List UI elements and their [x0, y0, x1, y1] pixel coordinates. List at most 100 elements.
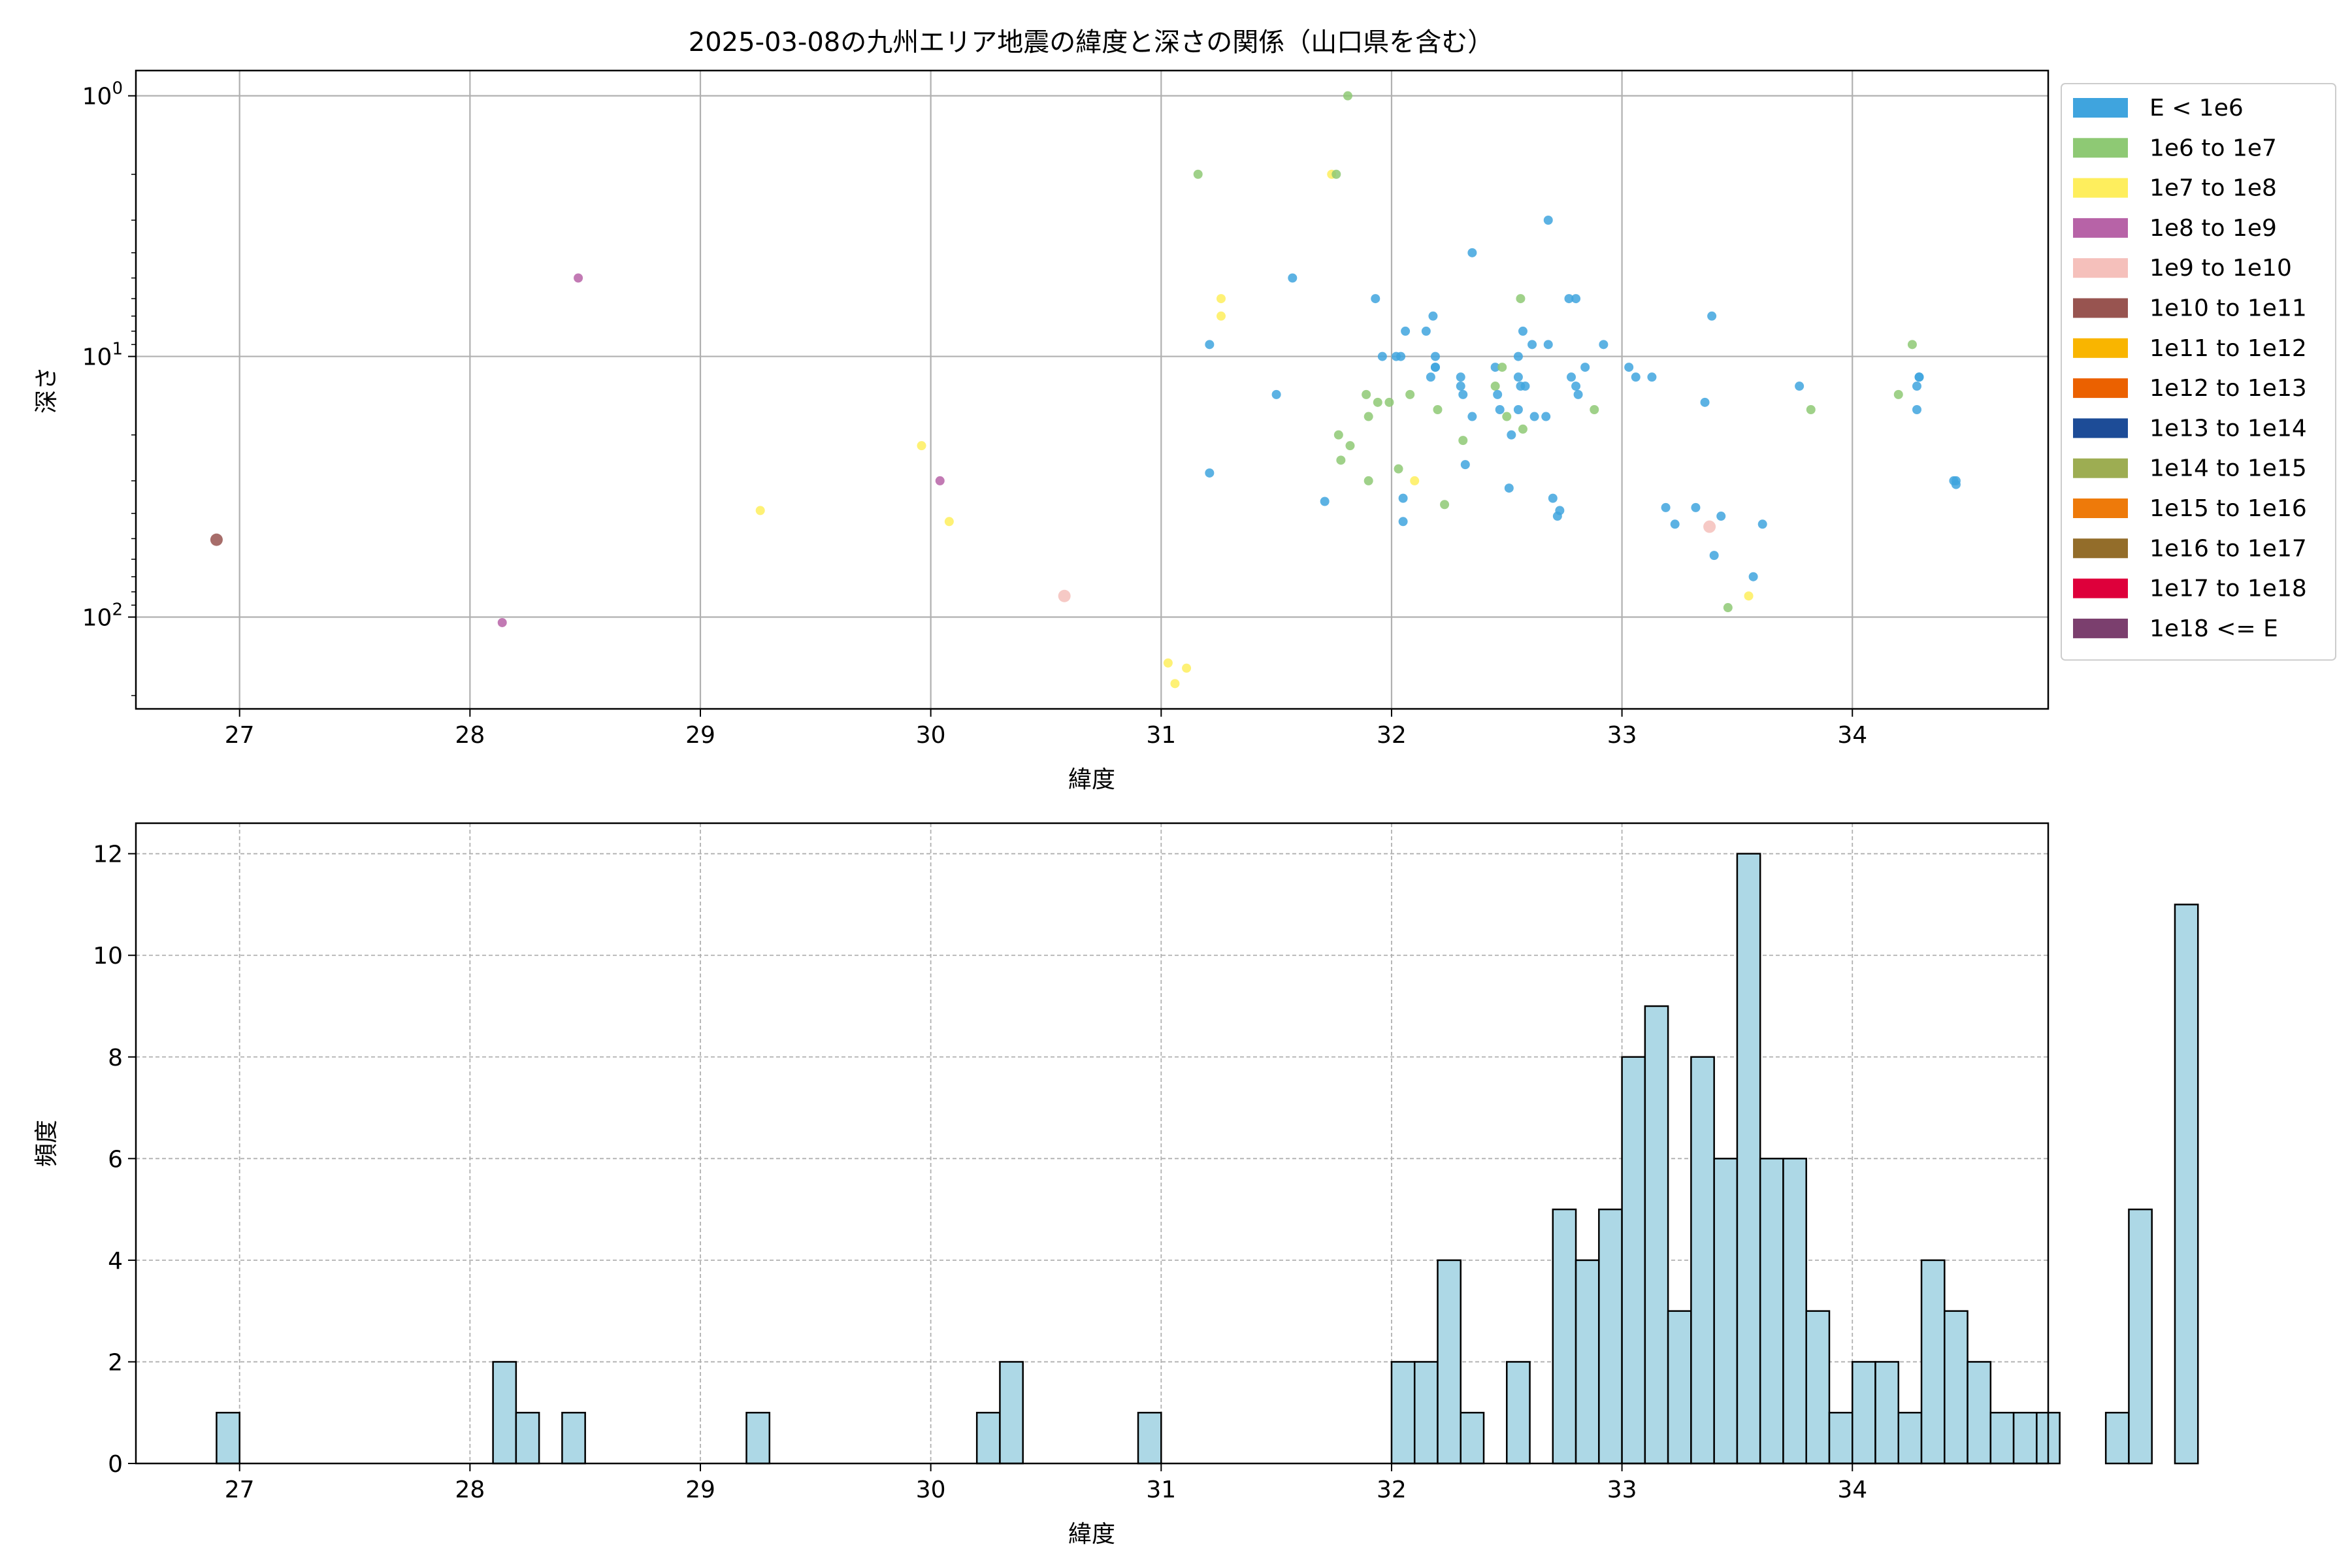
- scatter-point: [1364, 412, 1373, 421]
- histogram-bar: [1851, 1361, 1876, 1465]
- scatter-plot-area: [136, 71, 2048, 709]
- histogram-bar: [1920, 1259, 1946, 1465]
- scatter-point: [1518, 326, 1527, 336]
- scatter-point: [1271, 389, 1281, 399]
- scatter-y-tick-label: 100: [82, 79, 123, 110]
- scatter-point: [1428, 311, 1438, 321]
- scatter-point: [1205, 340, 1215, 350]
- histogram-x-tick-label: 28: [455, 1477, 485, 1503]
- scatter-point: [1490, 382, 1500, 391]
- scatter-point: [1580, 363, 1590, 372]
- scatter-point: [1336, 455, 1346, 465]
- legend-label: 1e7 to 1e8: [2149, 175, 2277, 202]
- legend-swatch: [2073, 98, 2128, 118]
- scatter-point: [935, 476, 945, 485]
- legend-label: 1e13 to 1e14: [2149, 415, 2307, 442]
- scatter-point: [1495, 405, 1505, 415]
- histogram-bar: [1552, 1208, 1577, 1465]
- scatter-point: [1384, 397, 1394, 407]
- scatter-point: [1430, 351, 1440, 361]
- histogram-x-tick-label: 32: [1377, 1477, 1407, 1503]
- scatter-point: [1394, 464, 1403, 474]
- scatter-point: [1058, 589, 1071, 602]
- scatter-point: [1951, 476, 1961, 485]
- scatter-point: [1567, 372, 1576, 382]
- legend-label: 1e15 to 1e16: [2149, 495, 2307, 522]
- histogram-bar: [1989, 1411, 2015, 1465]
- scatter-point: [1467, 248, 1477, 257]
- scatter-point: [1377, 351, 1387, 361]
- scatter-point: [1590, 405, 1599, 415]
- scatter-x-tick-label: 31: [1146, 722, 1176, 749]
- histogram-x-tick-label: 30: [916, 1477, 946, 1503]
- histogram-bar: [975, 1411, 1001, 1465]
- scatter-point: [1331, 169, 1341, 179]
- scatter-point: [1182, 663, 1192, 673]
- histogram-bar: [2104, 1411, 2130, 1465]
- histogram-x-tick-label: 29: [685, 1477, 715, 1503]
- histogram-bar: [1137, 1411, 1162, 1465]
- histogram-y-tick-label: 4: [108, 1248, 123, 1275]
- legend-swatch: [2073, 258, 2128, 278]
- scatter-point: [1426, 372, 1435, 382]
- scatter-point: [1744, 591, 1754, 601]
- scatter-point: [1543, 215, 1553, 225]
- histogram-y-tick-label: 12: [93, 841, 123, 868]
- scatter-point: [1193, 169, 1203, 179]
- scatter-point: [1516, 294, 1526, 304]
- scatter-point: [1398, 517, 1408, 527]
- scatter-y-label: 深さ: [33, 367, 60, 414]
- legend-swatch: [2073, 218, 2128, 238]
- legend-label: 1e14 to 1e15: [2149, 455, 2307, 482]
- histogram-bar: [561, 1411, 586, 1465]
- scatter-point: [1555, 506, 1565, 515]
- legend-label: 1e11 to 1e12: [2149, 335, 2307, 362]
- scatter-point: [1723, 603, 1733, 613]
- histogram-bar: [492, 1361, 517, 1465]
- histogram-bar: [515, 1411, 540, 1465]
- histogram-y-tick-label: 6: [108, 1146, 123, 1173]
- scatter-point: [1460, 460, 1470, 470]
- scatter-point: [1497, 363, 1507, 372]
- legend-swatch: [2073, 498, 2128, 518]
- scatter-point: [1493, 389, 1503, 399]
- histogram-x-tick-label: 27: [225, 1477, 255, 1503]
- scatter-point: [1631, 372, 1641, 382]
- legend-label: 1e9 to 1e10: [2149, 255, 2292, 282]
- scatter-point: [1410, 476, 1420, 485]
- legend-swatch: [2073, 138, 2128, 158]
- scatter-point: [1661, 502, 1671, 512]
- histogram-x-label: 緯度: [1068, 1521, 1115, 1548]
- histogram-bar: [1644, 1005, 1669, 1465]
- scatter-point: [1912, 405, 1921, 415]
- scatter-point: [1421, 326, 1431, 336]
- scatter-point: [1345, 441, 1355, 451]
- scatter-point: [1543, 340, 1553, 350]
- legend-swatch: [2073, 378, 2128, 399]
- scatter-x-tick-label: 30: [916, 722, 946, 749]
- scatter-point: [1757, 519, 1767, 529]
- scatter-x-tick-label: 32: [1377, 722, 1407, 749]
- scatter-point: [1914, 372, 1924, 382]
- scatter-point: [1362, 389, 1371, 399]
- scatter-point: [1398, 493, 1408, 503]
- legend-label: 1e16 to 1e17: [2149, 535, 2307, 562]
- legend-label: 1e12 to 1e13: [2149, 375, 2307, 402]
- scatter-point: [1548, 493, 1558, 503]
- scatter-point: [1541, 412, 1551, 421]
- scatter-frame: [135, 69, 2050, 710]
- scatter-point: [1396, 351, 1406, 361]
- scatter-x-tick-label: 28: [455, 722, 485, 749]
- histogram-bars: [216, 853, 2199, 1465]
- scatter-point: [1520, 382, 1530, 391]
- histogram-bar: [999, 1361, 1024, 1465]
- histogram-x-tick-label: 34: [1837, 1477, 1867, 1503]
- histogram-bar: [1805, 1310, 1831, 1465]
- scatter-point: [1624, 363, 1634, 372]
- legend-swatch: [2073, 338, 2128, 358]
- scatter-point: [1504, 483, 1514, 493]
- scatter-point: [574, 273, 583, 283]
- legend-label: 1e6 to 1e7: [2149, 135, 2277, 161]
- histogram-x-ticks: 27 28 29 30 31 32 33 34: [225, 1463, 1867, 1503]
- histogram-bar: [1967, 1361, 1992, 1465]
